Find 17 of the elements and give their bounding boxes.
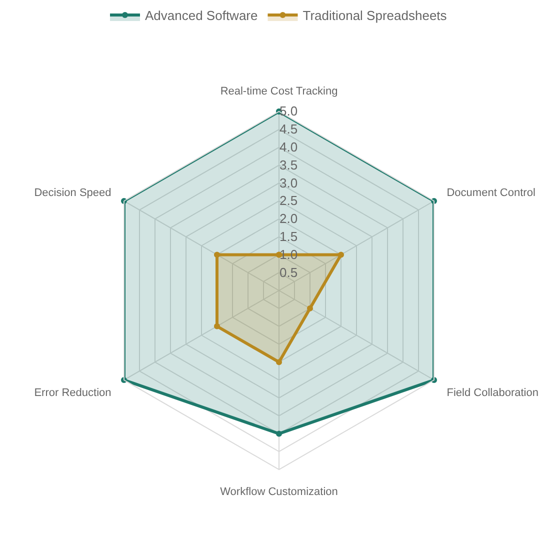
y-tick-label: 3.0 xyxy=(280,175,298,190)
y-tick-label: 0.5 xyxy=(280,264,298,280)
spoke-label: Document Control xyxy=(446,186,536,199)
y-tick-label: 1.5 xyxy=(280,229,298,244)
y-tick-label: 3.5 xyxy=(280,157,298,172)
spoke-label: Field Collaboration xyxy=(446,387,538,400)
legend-label: Traditional Spreadsheets xyxy=(302,8,448,24)
spoke-label: Workflow Customization xyxy=(220,486,338,498)
spoke-label: Error Reduction xyxy=(34,387,112,400)
y-tick-label: 4.5 xyxy=(280,122,298,137)
legend-label: Advanced Software xyxy=(145,8,258,24)
y-tick-label: 2.0 xyxy=(280,211,298,226)
spoke-label: Decision Speed xyxy=(34,186,112,199)
y-tick-label: 1.0 xyxy=(280,246,298,262)
y-tick-label: 2.5 xyxy=(280,193,298,208)
spoke-label: Real-time Cost Tracking xyxy=(220,86,338,98)
y-tick-label: 4.0 xyxy=(280,140,298,155)
